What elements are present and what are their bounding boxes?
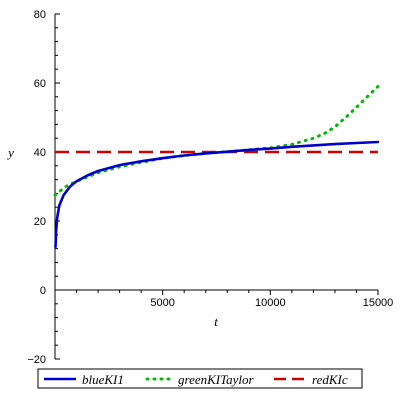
x-tick-label: 15000 [363, 297, 394, 309]
x-axis-label: t [214, 314, 218, 329]
zero-tick-label: 0 [40, 285, 46, 297]
legend: blueKI1 greenKITaylor redKIc [37, 368, 363, 389]
y-axis-label: y [6, 145, 14, 160]
series-line-blueKI1 [54, 140, 380, 249]
series-line-greenKITaylor [53, 84, 380, 197]
x-tick-label: 5000 [150, 297, 174, 309]
y-tick-label: 80 [34, 9, 46, 21]
ticks: 5000 10000 15000 −20 20 40 60 80 0 [27, 9, 393, 366]
axes [54, 14, 378, 359]
y-tick-label: 20 [34, 216, 46, 228]
legend-box [37, 368, 363, 389]
x-tick-label: 10000 [255, 297, 286, 309]
legend-label-redKIc: redKIc [312, 372, 348, 387]
legend-label-blueKI1: blueKI1 [82, 372, 124, 387]
y-tick-label: 60 [34, 78, 46, 90]
series-lines [53, 84, 380, 249]
y-tick-label: −20 [27, 354, 46, 366]
y-tick-label: 40 [34, 147, 46, 159]
legend-label-greenKITaylor: greenKITaylor [178, 372, 255, 387]
